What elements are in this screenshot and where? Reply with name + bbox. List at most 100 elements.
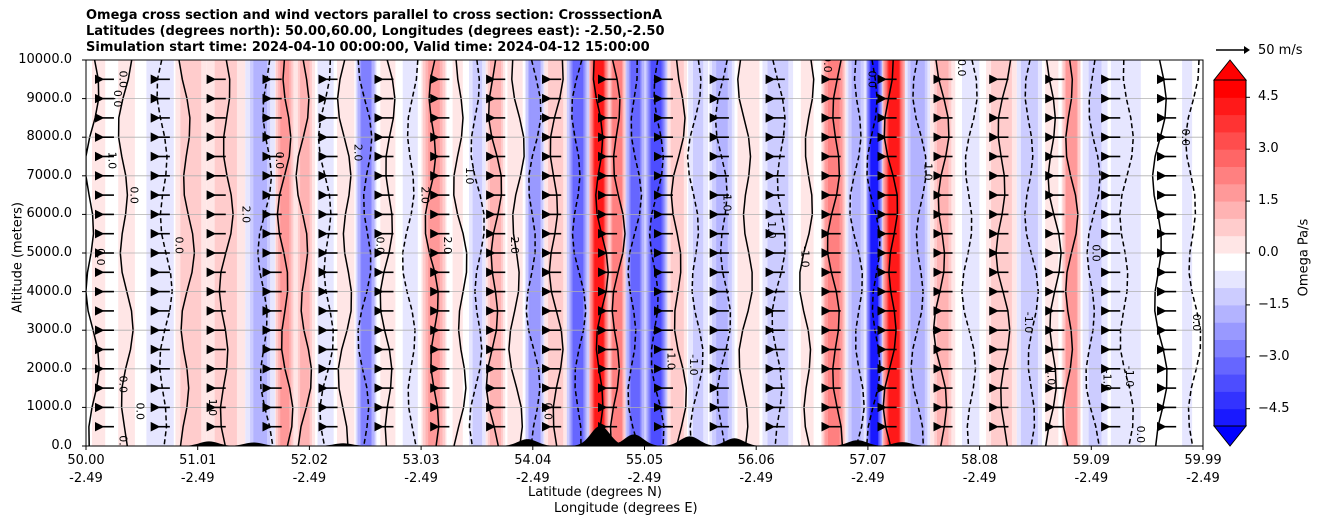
colorbar-tick-label: −1.5 [1258, 296, 1290, 312]
contour-label: 1.0 [1045, 368, 1058, 386]
x-tick-latitude: 57.07 [849, 453, 887, 468]
x-tick-longitude: -2.49 [292, 471, 327, 486]
colorbar-tick-label: −4.5 [1258, 400, 1290, 416]
plot-area: 0.00.01.00.00.00.00.00.00.01.02.00.0 2.00… [86, 59, 1203, 446]
contour-label: 0.0 [117, 71, 130, 89]
y-tick-label: 7000.0 [26, 167, 73, 183]
colorbar-level [1214, 304, 1246, 323]
y-tick-label: 4000.0 [26, 283, 73, 299]
colorbar-tick-label: 3.0 [1258, 141, 1279, 157]
contour-label: 0.0 [133, 403, 146, 421]
colorbar-level [1214, 374, 1246, 392]
x-tick-label: 57.07 -2.49 [838, 452, 898, 488]
contour-label: -1.0 [687, 354, 700, 375]
x-tick-latitude: 50.00 [67, 453, 105, 468]
x-tick-longitude: -2.49 [515, 471, 550, 486]
x-tick-label: 51.01 -2.49 [168, 452, 228, 488]
x-tick-label: 54.04 -2.49 [503, 452, 563, 488]
contour-label: 1.0 [105, 152, 118, 170]
contour-label: 0.0 [374, 237, 387, 255]
contour-label: 2.0 [351, 144, 364, 162]
x-tick-label: 58.08 -2.49 [950, 452, 1010, 488]
contour-label: 0.0 [955, 59, 968, 77]
contour-label: 0.0 [1190, 314, 1203, 332]
contour-label: 2.0 [441, 237, 454, 255]
y-tick-label: 2000.0 [26, 360, 73, 376]
chart-title-line-1: Omega cross section and wind vectors par… [86, 8, 663, 23]
x-tick-label: 50.00 -2.49 [56, 452, 116, 488]
contour-label: 1.0 [206, 399, 219, 417]
y-tick-label: 9000.0 [26, 90, 73, 106]
colorbar-level [1214, 339, 1246, 358]
x-tick-label: 55.05 -2.49 [615, 452, 675, 488]
colorbar-level [1214, 391, 1246, 410]
colorbar-level [1214, 218, 1246, 237]
x-tick-longitude: -2.49 [962, 471, 997, 486]
contour-label: -1.0 [1123, 366, 1136, 387]
colorbar-level [1214, 131, 1246, 150]
colorbar-level [1214, 114, 1246, 133]
quiver-key-arrow-head [1244, 46, 1250, 54]
contour-label: 0.0 [128, 186, 141, 204]
x-tick-latitude: 54.04 [514, 453, 552, 468]
colorbar-level [1214, 356, 1246, 375]
colorbar-level [1214, 201, 1246, 219]
colorbar-extend-bottom [1212, 425, 1248, 447]
colorbar-level [1214, 149, 1246, 167]
colorbar-tick-label: 0.0 [1258, 245, 1279, 260]
colorbar-tick-label: 1.5 [1258, 193, 1279, 209]
colorbar-level [1214, 235, 1246, 254]
y-tick-label: 6000.0 [26, 206, 73, 222]
x-tick-latitude: 53.03 [402, 453, 440, 468]
contour-label: 1.0 [720, 194, 733, 212]
contour-label: -1.0 [1100, 370, 1113, 391]
x-tick-label: 59.09 -2.49 [1061, 452, 1121, 488]
contour-label: 1.0 [664, 352, 677, 370]
x-tick-latitude: 59.09 [1072, 453, 1110, 468]
y-tick-label: 5000.0 [26, 245, 73, 260]
x-axis-label-latitude: Latitude (degrees N) [528, 485, 662, 500]
x-axis-label-longitude: Longitude (degrees E) [554, 501, 698, 516]
x-tick-longitude: -2.49 [404, 471, 438, 486]
contour-label: -1.0 [799, 246, 812, 267]
contour-label: 0.0 [111, 90, 124, 108]
x-tick-label: 52.02 -2.49 [279, 452, 339, 488]
y-tick-label: 3000.0 [26, 322, 73, 338]
x-tick-longitude: -2.49 [627, 471, 662, 486]
contour-label: 1.0 [922, 163, 935, 181]
x-tick-longitude: -2.49 [1186, 471, 1220, 486]
contour-label: 0.0 [94, 248, 107, 266]
colorbar-level [1214, 253, 1246, 271]
x-tick-latitude: 55.05 [625, 453, 664, 468]
x-tick-longitude: -2.49 [739, 471, 773, 486]
x-tick-longitude: -2.49 [1074, 471, 1109, 486]
colorbar-tick-label: −3.0 [1258, 348, 1290, 364]
contour-label: 0.0 [273, 152, 286, 170]
y-axis-label: Altitude (meters) [10, 202, 26, 313]
x-tick-latitude: 59.99 [1184, 453, 1222, 468]
contour-label: 0.0 [172, 237, 185, 255]
colorbar-tick-label: 4.5 [1258, 89, 1279, 105]
y-tick-label: 1000.0 [26, 399, 73, 415]
contour-label: 0.0 [1179, 128, 1192, 146]
colorbar-level [1214, 183, 1246, 202]
contour-label: 0.0 [117, 375, 130, 393]
quiver-key-label: 50 m/s [1258, 43, 1303, 58]
contour-label: 0.0 [1089, 244, 1102, 262]
x-tick-label: 53.03 -2.49 [391, 452, 451, 488]
colorbar-level [1214, 80, 1246, 98]
colorbar-extend-top [1212, 59, 1248, 81]
x-tick-latitude: 52.02 [290, 453, 328, 468]
x-tick-longitude: -2.49 [851, 471, 885, 486]
chart-title-line-2: Latitudes (degrees north): 50.00,60.00, … [86, 24, 665, 39]
contour-label: 1.0 [463, 167, 476, 185]
terrain [86, 425, 1203, 446]
contour-label: 2.0 [240, 206, 253, 224]
contour-label: 2.0 [418, 186, 431, 204]
colorbar-level [1214, 322, 1246, 340]
x-tick-longitude: -2.49 [180, 471, 215, 486]
colorbar-level [1214, 166, 1246, 185]
x-tick-longitude: -2.49 [69, 471, 103, 486]
contour-label: 0.0 [1134, 426, 1147, 444]
colorbar-level [1214, 287, 1246, 306]
